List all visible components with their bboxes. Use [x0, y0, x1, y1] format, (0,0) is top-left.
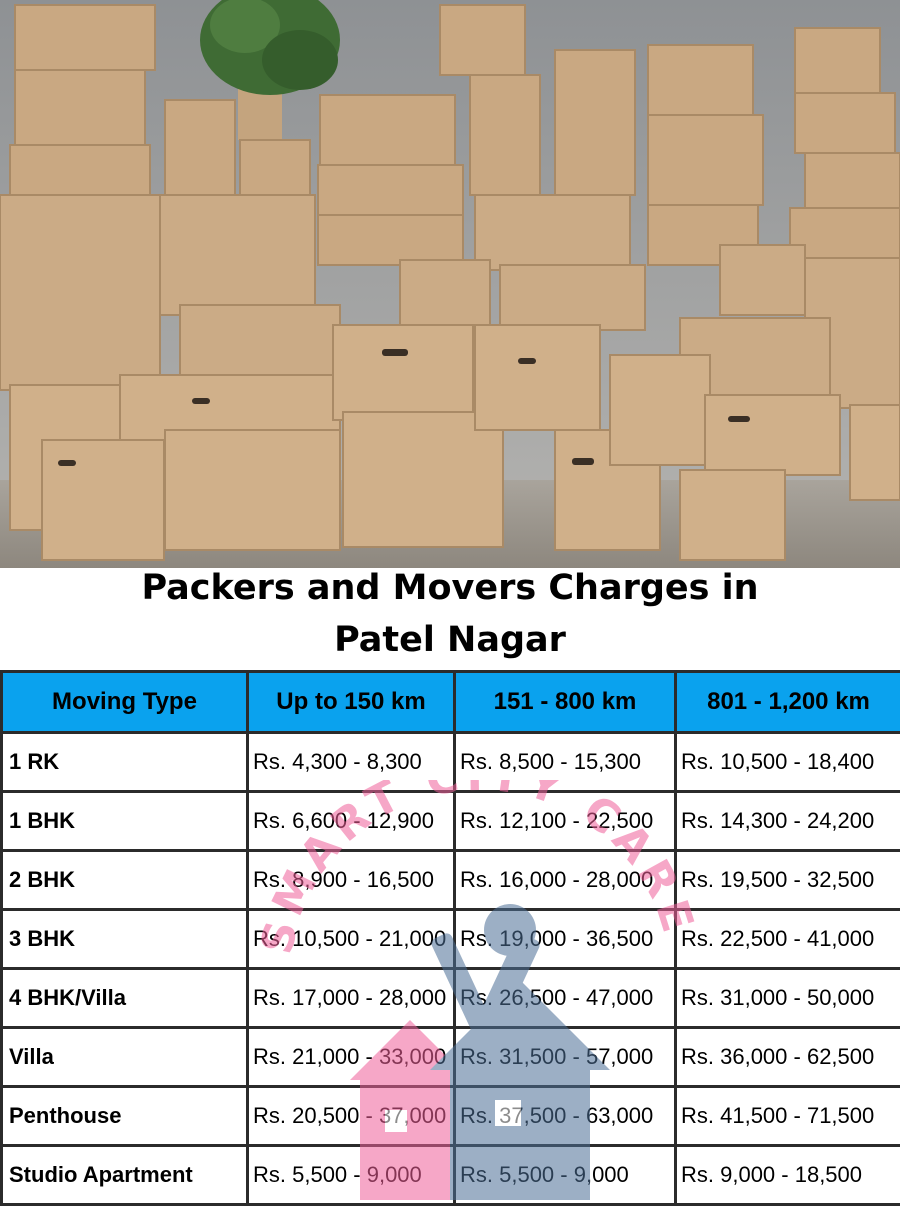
column-header-801-1200-km: 801 - 1,200 km [676, 672, 900, 733]
rate-cell: Rs. 36,000 - 62,500 [676, 1028, 900, 1087]
rate-cell: Rs. 19,000 - 36,500 [455, 910, 676, 969]
charges-table: Moving Type Up to 150 km 151 - 800 km 80… [0, 670, 900, 1206]
row-moving-type: Studio Apartment [2, 1146, 248, 1205]
page-title-line-1: Packers and Movers Charges in [0, 562, 900, 614]
rate-cell: Rs. 10,500 - 21,000 [248, 910, 455, 969]
rate-cell: Rs. 31,500 - 57,000 [455, 1028, 676, 1087]
rate-cell: Rs. 14,300 - 24,200 [676, 792, 900, 851]
row-moving-type: Villa [2, 1028, 248, 1087]
table-row: Penthouse Rs. 20,500 - 37,000 Rs. 37,500… [2, 1087, 900, 1146]
hero-image [0, 0, 900, 568]
row-moving-type: 1 BHK [2, 792, 248, 851]
row-moving-type: 2 BHK [2, 851, 248, 910]
rate-cell: Rs. 17,000 - 28,000 [248, 969, 455, 1028]
row-moving-type: Penthouse [2, 1087, 248, 1146]
table-row: 1 RK Rs. 4,300 - 8,300 Rs. 8,500 - 15,30… [2, 733, 900, 792]
rate-cell: Rs. 9,000 - 18,500 [676, 1146, 900, 1205]
rate-cell: Rs. 20,500 - 37,000 [248, 1087, 455, 1146]
row-moving-type: 4 BHK/Villa [2, 969, 248, 1028]
row-moving-type: 1 RK [2, 733, 248, 792]
table-row: Villa Rs. 21,000 - 33,000 Rs. 31,500 - 5… [2, 1028, 900, 1087]
rate-cell: Rs. 8,900 - 16,500 [248, 851, 455, 910]
rate-cell: Rs. 41,500 - 71,500 [676, 1087, 900, 1146]
rate-cell: Rs. 37,500 - 63,000 [455, 1087, 676, 1146]
column-header-up-to-150-km: Up to 150 km [248, 672, 455, 733]
page-title-line-2: Patel Nagar [0, 614, 900, 666]
rate-cell: Rs. 21,000 - 33,000 [248, 1028, 455, 1087]
rate-cell: Rs. 31,000 - 50,000 [676, 969, 900, 1028]
column-header-151-800-km: 151 - 800 km [455, 672, 676, 733]
rate-cell: Rs. 12,100 - 22,500 [455, 792, 676, 851]
rate-cell: Rs. 26,500 - 47,000 [455, 969, 676, 1028]
table-row: Studio Apartment Rs. 5,500 - 9,000 Rs. 5… [2, 1146, 900, 1205]
table-row: 2 BHK Rs. 8,900 - 16,500 Rs. 16,000 - 28… [2, 851, 900, 910]
rate-cell: Rs. 5,500 - 9,000 [248, 1146, 455, 1205]
rate-cell: Rs. 10,500 - 18,400 [676, 733, 900, 792]
rate-cell: Rs. 19,500 - 32,500 [676, 851, 900, 910]
rate-cell: Rs. 22,500 - 41,000 [676, 910, 900, 969]
page-title: Packers and Movers Charges in Patel Naga… [0, 562, 900, 666]
rate-cell: Rs. 8,500 - 15,300 [455, 733, 676, 792]
rate-cell: Rs. 16,000 - 28,000 [455, 851, 676, 910]
rate-cell: Rs. 5,500 - 9,000 [455, 1146, 676, 1205]
column-header-moving-type: Moving Type [2, 672, 248, 733]
table-row: 4 BHK/Villa Rs. 17,000 - 28,000 Rs. 26,5… [2, 969, 900, 1028]
rate-cell: Rs. 6,600 - 12,900 [248, 792, 455, 851]
rate-cell: Rs. 4,300 - 8,300 [248, 733, 455, 792]
table-row: 1 BHK Rs. 6,600 - 12,900 Rs. 12,100 - 22… [2, 792, 900, 851]
cardboard-boxes-illustration [0, 0, 900, 568]
table-header-row: Moving Type Up to 150 km 151 - 800 km 80… [2, 672, 900, 733]
table-row: 3 BHK Rs. 10,500 - 21,000 Rs. 19,000 - 3… [2, 910, 900, 969]
row-moving-type: 3 BHK [2, 910, 248, 969]
